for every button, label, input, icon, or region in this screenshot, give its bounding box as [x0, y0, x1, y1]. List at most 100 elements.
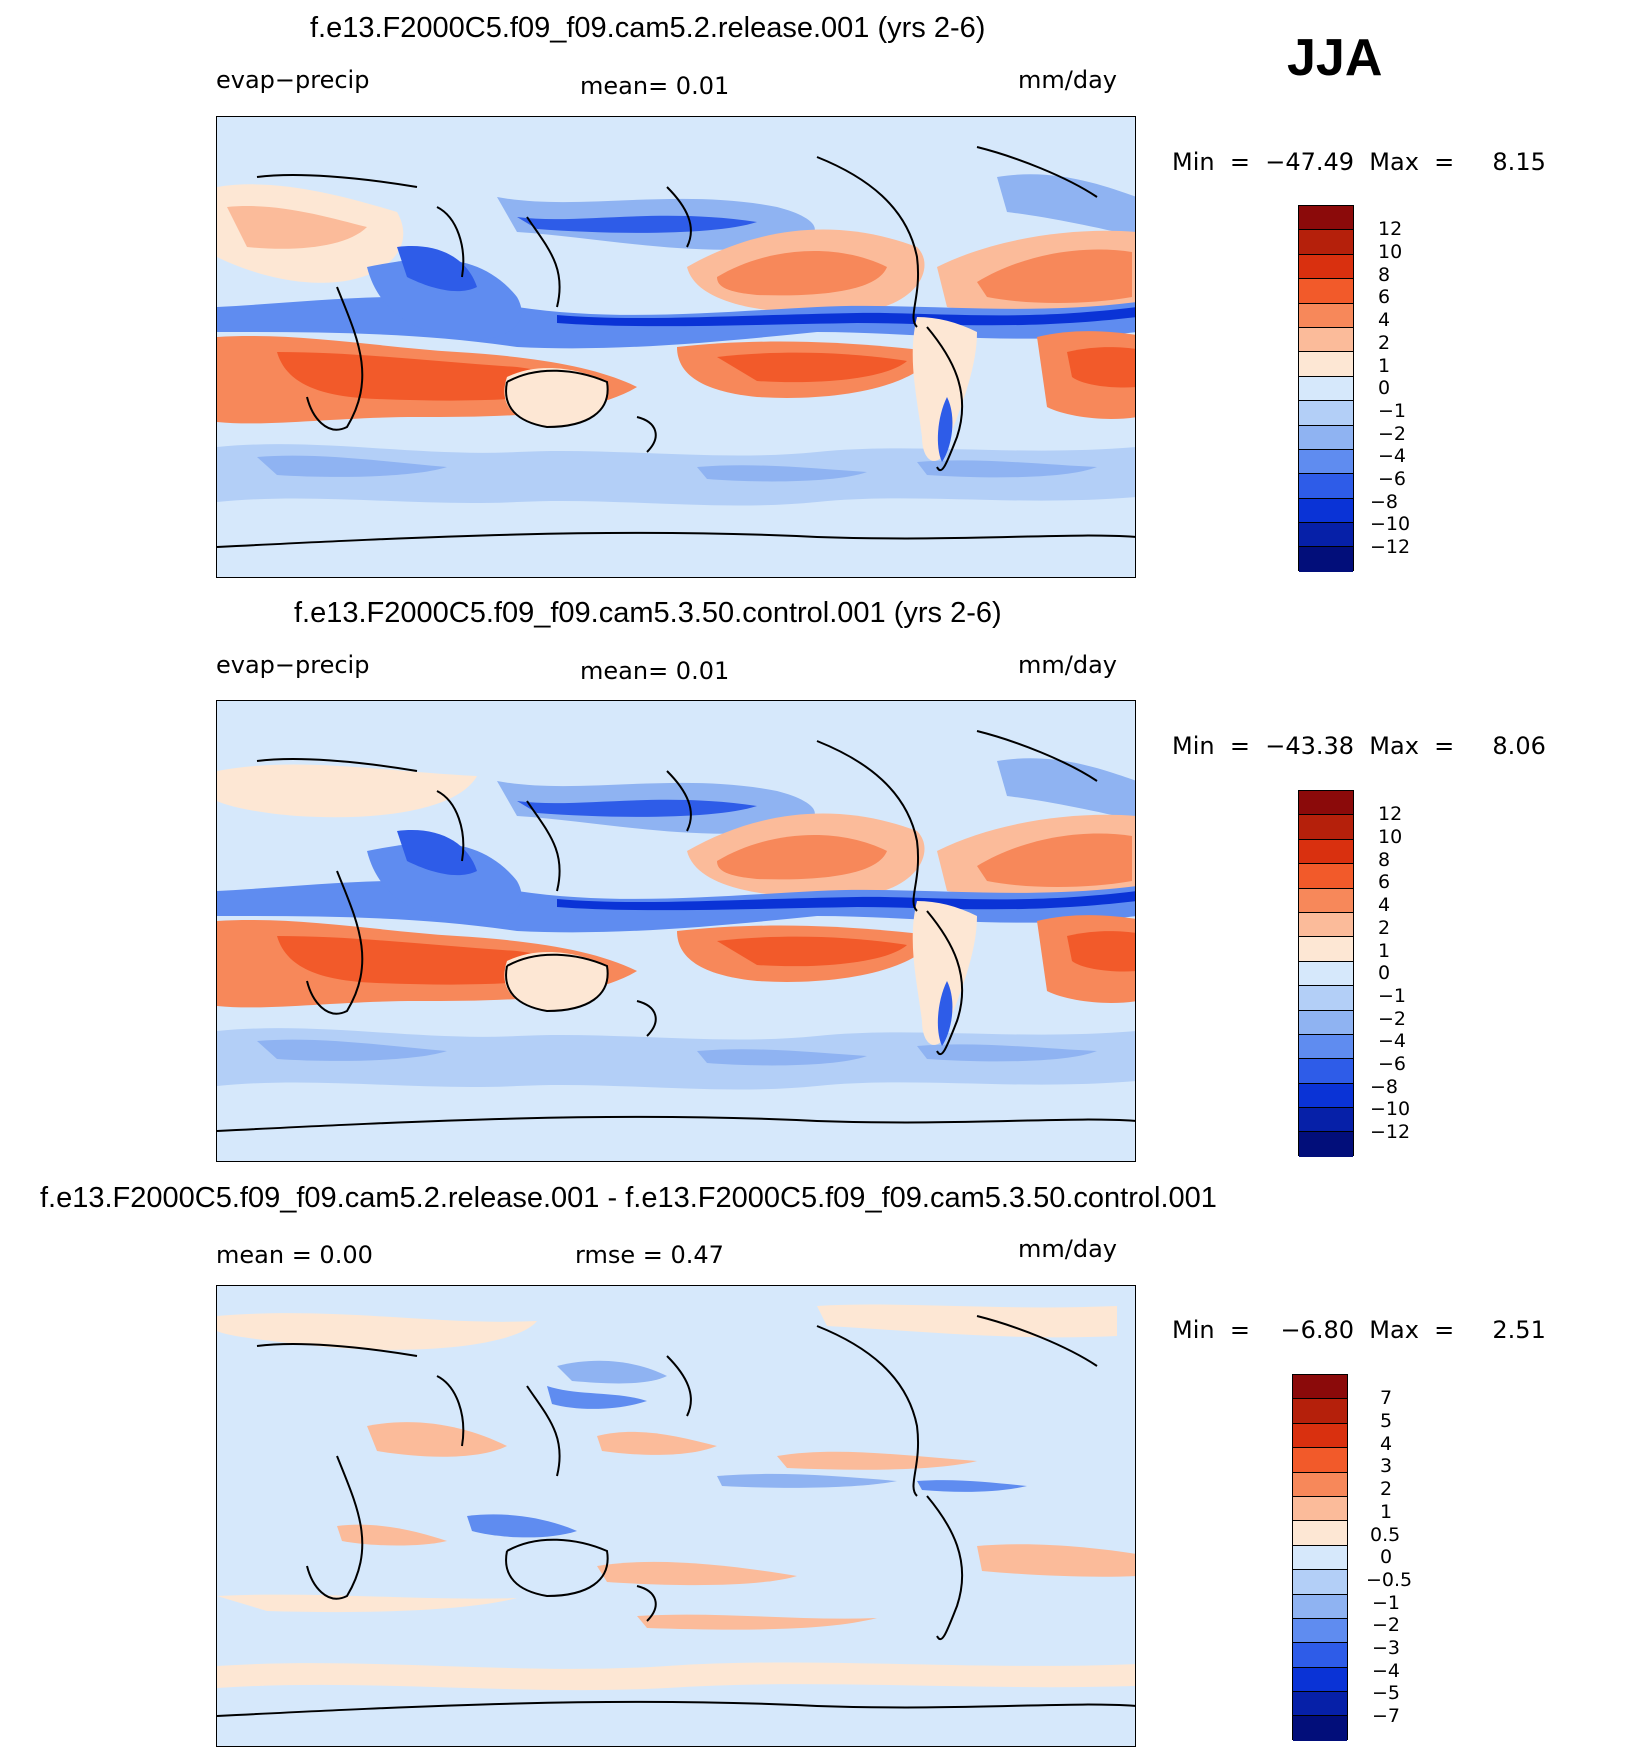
panel1-title: f.e13.F2000C5.f09_f09.cam5.2.release.001…	[310, 12, 986, 44]
panel2-mean-label: mean= 0.01	[580, 657, 730, 685]
colorbar-cell	[1293, 1692, 1347, 1717]
colorbar-tick-label: −7	[1372, 1705, 1401, 1727]
colorbar-tick-label: 4	[1378, 894, 1391, 916]
colorbar-cell	[1299, 961, 1353, 987]
panel2-variable-label: evap−precip	[216, 651, 370, 679]
colorbar-tick-label: −4	[1378, 445, 1407, 467]
colorbar-tick-label: −2	[1372, 1614, 1401, 1636]
colorbar-tick-label: 0	[1380, 1546, 1393, 1568]
colorbar-cell	[1299, 864, 1353, 889]
colorbar-cell	[1293, 1472, 1347, 1497]
colorbar-cell	[1299, 986, 1353, 1011]
colorbar-cell	[1299, 912, 1353, 938]
colorbar-cell	[1293, 1594, 1347, 1619]
colorbar-tick-label: 0	[1378, 377, 1391, 399]
colorbar-cell	[1293, 1399, 1347, 1424]
panel3-mean-label: mean = 0.00	[216, 1241, 373, 1269]
colorbar-tick-label: −2	[1378, 423, 1407, 445]
panel2-colorbar	[1298, 790, 1354, 1157]
colorbar-tick-label: 10	[1378, 826, 1403, 848]
colorbar-cell	[1299, 425, 1353, 450]
panel1-colorbar	[1298, 205, 1354, 572]
colorbar-tick-label: −8	[1370, 491, 1399, 513]
colorbar-tick-label: 1	[1380, 1501, 1393, 1523]
colorbar-cell	[1299, 327, 1353, 353]
colorbar-cell	[1299, 839, 1353, 865]
colorbar-tick-label: 12	[1378, 218, 1403, 240]
panel3-units-label: mm/day	[1018, 1235, 1117, 1263]
colorbar-tick-label: 2	[1378, 332, 1391, 354]
colorbar-tick-label: 1	[1378, 940, 1391, 962]
colorbar-tick-label: 6	[1378, 286, 1391, 308]
colorbar-cell	[1293, 1375, 1347, 1400]
colorbar-tick-label: −12	[1370, 1121, 1411, 1143]
colorbar-tick-label: −6	[1378, 1053, 1407, 1075]
colorbar-cell	[1299, 815, 1353, 840]
colorbar-tick-label: −10	[1370, 1098, 1411, 1120]
colorbar-tick-label: 7	[1380, 1387, 1393, 1409]
colorbar-tick-label: 1	[1378, 355, 1391, 377]
colorbar-tick-label: −4	[1378, 1030, 1407, 1052]
colorbar-cell	[1293, 1570, 1347, 1595]
panel3-map	[216, 1285, 1136, 1747]
colorbar-tick-label: 5	[1380, 1410, 1393, 1432]
colorbar-cell	[1293, 1667, 1347, 1693]
colorbar-cell	[1293, 1618, 1347, 1644]
colorbar-tick-label: −12	[1370, 536, 1411, 558]
colorbar-tick-label: 8	[1378, 264, 1391, 286]
panel3-minmax: Min = −6.80 Max = 2.51	[1172, 1316, 1546, 1344]
season-label: JJA	[1287, 29, 1383, 87]
panel1-map-svg	[217, 117, 1135, 577]
colorbar-tick-label: −6	[1378, 468, 1407, 490]
panel3-title: f.e13.F2000C5.f09_f09.cam5.2.release.001…	[40, 1182, 1217, 1214]
colorbar-cell	[1299, 1034, 1353, 1060]
colorbar-tick-label: −8	[1370, 1076, 1399, 1098]
colorbar-tick-label: 2	[1380, 1478, 1393, 1500]
colorbar-tick-label: −1	[1372, 1592, 1401, 1614]
panel2-units-label: mm/day	[1018, 651, 1117, 679]
colorbar-cell	[1293, 1448, 1347, 1473]
colorbar-cell	[1299, 1132, 1353, 1157]
colorbar-cell	[1299, 1010, 1353, 1035]
colorbar-tick-label: −3	[1372, 1637, 1401, 1659]
panel1-minmax: Min = −47.49 Max = 8.15	[1172, 148, 1546, 176]
colorbar-cell	[1299, 547, 1353, 572]
colorbar-tick-label: 8	[1378, 849, 1391, 871]
panel2-map-svg	[217, 701, 1135, 1161]
colorbar-tick-label: 4	[1378, 309, 1391, 331]
panel1-variable-label: evap−precip	[216, 66, 370, 94]
colorbar-cell	[1293, 1716, 1347, 1741]
colorbar-tick-label: 6	[1378, 871, 1391, 893]
colorbar-tick-label: 4	[1380, 1433, 1393, 1455]
colorbar-cell	[1299, 1108, 1353, 1133]
colorbar-cell	[1299, 791, 1353, 816]
colorbar-tick-label: −1	[1378, 985, 1407, 1007]
panel2-map	[216, 700, 1136, 1162]
colorbar-cell	[1293, 1643, 1347, 1668]
colorbar-cell	[1299, 523, 1353, 548]
panel1-map	[216, 116, 1136, 578]
colorbar-cell	[1299, 303, 1353, 328]
panel2-title: f.e13.F2000C5.f09_f09.cam5.3.50.control.…	[294, 597, 1002, 629]
panel1-mean-label: mean= 0.01	[580, 72, 730, 100]
colorbar-cell	[1299, 1083, 1353, 1109]
colorbar-cell	[1299, 230, 1353, 255]
colorbar-cell	[1293, 1496, 1347, 1522]
colorbar-cell	[1293, 1545, 1347, 1571]
colorbar-cell	[1299, 888, 1353, 913]
colorbar-cell	[1299, 449, 1353, 475]
colorbar-cell	[1299, 206, 1353, 231]
colorbar-cell	[1299, 376, 1353, 402]
colorbar-cell	[1299, 937, 1353, 962]
colorbar-tick-label: 10	[1378, 241, 1403, 263]
colorbar-tick-label: −0.5	[1366, 1569, 1413, 1591]
colorbar-cell	[1293, 1521, 1347, 1546]
colorbar-tick-label: −1	[1378, 400, 1407, 422]
panel2-minmax: Min = −43.38 Max = 8.06	[1172, 732, 1546, 760]
colorbar-cell	[1293, 1423, 1347, 1449]
panel3-map-svg	[217, 1286, 1135, 1746]
colorbar-cell	[1299, 352, 1353, 377]
panel3-rmse-label: rmse = 0.47	[575, 1241, 724, 1269]
colorbar-cell	[1299, 254, 1353, 280]
colorbar-tick-label: −10	[1370, 513, 1411, 535]
